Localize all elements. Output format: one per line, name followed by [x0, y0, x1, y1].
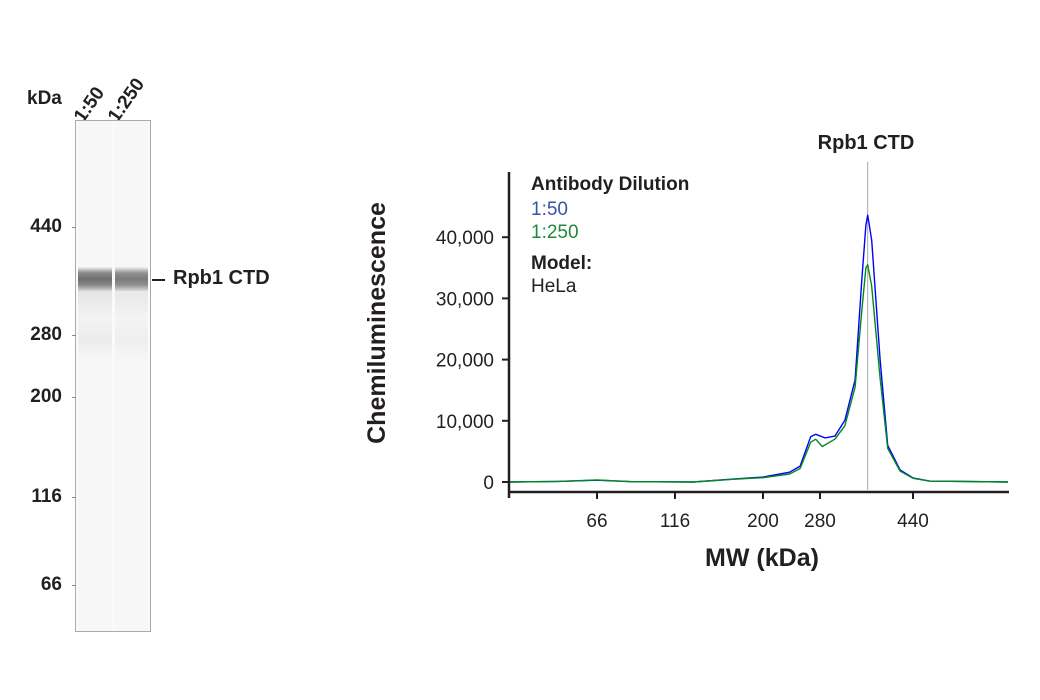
y-tick-label: 0	[483, 473, 494, 494]
x-axis-label: MW (kDa)	[705, 544, 819, 572]
marker-tick	[72, 397, 76, 398]
marker-tick	[72, 335, 76, 336]
y-tick-label: 10,000	[436, 412, 494, 433]
x-tick-label: 440	[897, 511, 929, 532]
y-tick-label: 20,000	[436, 351, 494, 372]
lane-1	[78, 121, 112, 631]
marker-tick	[72, 497, 76, 498]
marker-tick	[72, 585, 76, 586]
band-label: Rpb1 CTD	[173, 267, 270, 289]
marker-440: 440	[30, 216, 62, 237]
marker-280: 280	[30, 324, 62, 345]
y-tick-label: 30,000	[436, 289, 494, 310]
legend-title: Antibody Dilution	[531, 174, 689, 195]
marker-66: 66	[40, 574, 62, 595]
lane-2	[115, 121, 148, 631]
band-lane-1	[78, 267, 112, 291]
legend-entry-1-50: 1:50	[531, 199, 568, 220]
series-line-1-250	[508, 264, 1009, 483]
marker-tick	[72, 227, 76, 228]
band-lane-2	[115, 267, 148, 291]
x-tick-label: 116	[660, 511, 690, 532]
model-label: Model:	[531, 253, 592, 274]
y-axis-label: Chemiluminescence	[363, 202, 391, 444]
marker-116: 116	[31, 486, 62, 507]
model-value: HeLa	[531, 276, 577, 297]
x-tick-label: 280	[804, 511, 836, 532]
legend-entry-1-250: 1:250	[531, 222, 579, 243]
blot-image	[75, 120, 151, 632]
kda-label: kDa	[27, 88, 62, 109]
chart-title: Rpb1 CTD	[818, 132, 915, 154]
band-pointer-line	[152, 279, 165, 281]
y-tick-label: 40,000	[436, 228, 494, 249]
x-tick-label: 200	[747, 511, 779, 532]
marker-200: 200	[30, 386, 62, 407]
x-tick-label: 66	[586, 511, 607, 532]
